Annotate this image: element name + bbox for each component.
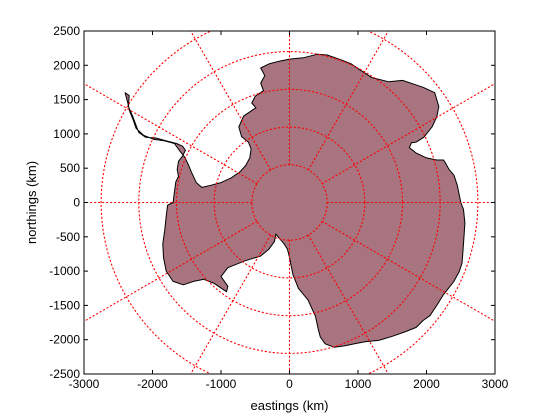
y-tick-label: 0 xyxy=(73,196,80,210)
landmass-layer xyxy=(124,53,466,348)
y-tick-label: 2500 xyxy=(53,24,80,38)
y-tick-label: -2500 xyxy=(49,367,80,381)
y-tick-label: 1500 xyxy=(53,93,80,107)
y-tick-label: 2000 xyxy=(53,58,80,72)
y-tick-label: 500 xyxy=(60,161,80,175)
meridian-line xyxy=(321,220,495,322)
axis-ticks: -3000 -2000 -1000 0 1000 2000 3000 -2500 -2000 -1… xyxy=(49,24,508,391)
latitude-circle xyxy=(100,31,479,374)
y-tick-label: -2000 xyxy=(49,333,80,347)
meridian-line xyxy=(84,220,258,322)
x-tick-label: 3000 xyxy=(482,377,509,391)
y-axis-label: northings (km) xyxy=(24,161,39,244)
x-tick-label: -2000 xyxy=(137,377,168,391)
y-tick-label: -1500 xyxy=(49,298,80,312)
x-tick-label: 0 xyxy=(286,377,293,391)
antarctica-landmass xyxy=(124,53,466,348)
meridian-line xyxy=(321,83,495,185)
meridian-line xyxy=(189,31,272,171)
y-tick-label: 1000 xyxy=(53,127,80,141)
meridian-line xyxy=(307,31,390,171)
x-tick-label: 1000 xyxy=(345,377,372,391)
x-tick-label: -1000 xyxy=(206,377,237,391)
x-tick-label: 2000 xyxy=(413,377,440,391)
x-tick-label: -3000 xyxy=(69,377,100,391)
x-axis-label: eastings (km) xyxy=(250,398,328,413)
y-tick-label: -1000 xyxy=(49,264,80,278)
meridian-line xyxy=(307,234,390,374)
meridian-line xyxy=(84,83,258,185)
meridian-line xyxy=(189,234,272,374)
y-tick-label: -500 xyxy=(56,230,80,244)
